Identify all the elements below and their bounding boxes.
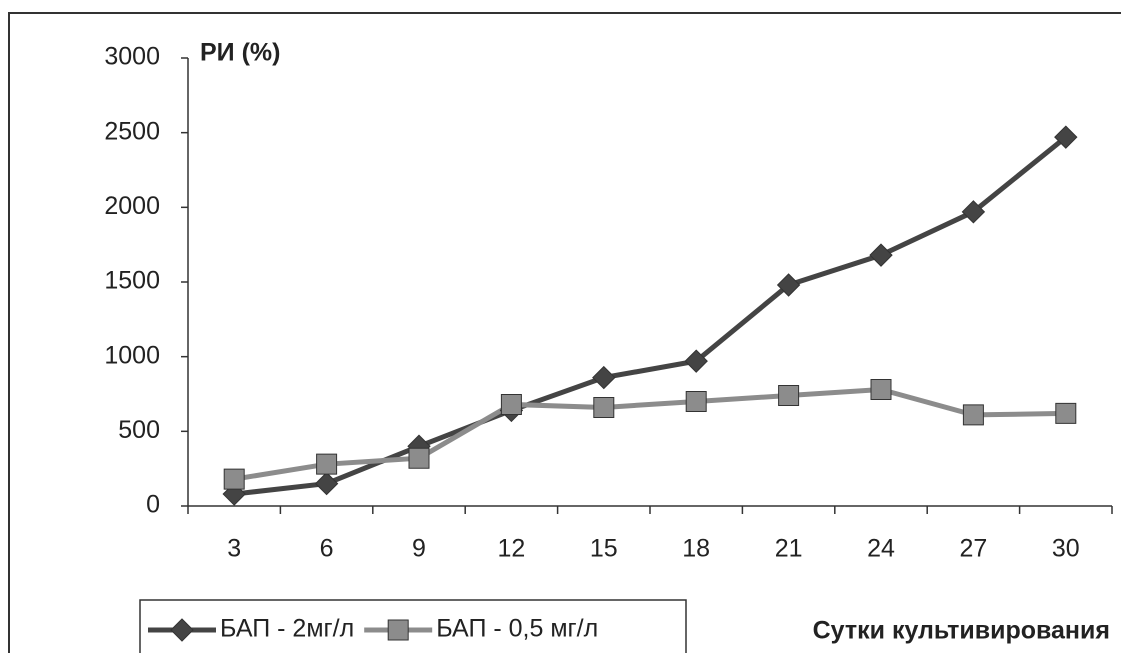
legend-marker xyxy=(387,619,409,641)
y-axis-title: РИ (%) xyxy=(200,39,280,67)
x-tick-label: 30 xyxy=(1052,535,1080,563)
data-point xyxy=(593,396,615,418)
y-tick-label: 2000 xyxy=(104,192,160,220)
x-tick-label: 27 xyxy=(959,535,987,563)
data-point xyxy=(776,273,801,297)
y-tick-label: 3000 xyxy=(104,43,160,71)
y-tick-label: 2500 xyxy=(104,117,160,145)
x-tick-label: 24 xyxy=(867,535,895,563)
legend-marker xyxy=(170,618,194,642)
data-point xyxy=(778,384,800,406)
data-point xyxy=(869,243,893,267)
data-point xyxy=(408,447,430,469)
x-tick-label: 3 xyxy=(227,535,241,563)
legend-box xyxy=(139,599,687,653)
legend-label: БАП - 2мг/л xyxy=(220,615,354,643)
y-tick-label: 500 xyxy=(118,416,160,444)
data-point xyxy=(962,404,984,426)
x-tick-label: 12 xyxy=(497,535,525,563)
data-point xyxy=(316,453,338,475)
data-point xyxy=(685,390,707,412)
x-tick-label: 15 xyxy=(590,535,618,563)
series-line xyxy=(233,135,1068,497)
data-point xyxy=(684,349,708,373)
x-tick-label: 9 xyxy=(412,535,426,563)
legend-label: БАП - 0,5 мг/л xyxy=(436,615,598,643)
x-axis-title: Сутки культивирования xyxy=(813,617,1110,645)
x-tick-label: 6 xyxy=(320,535,334,563)
data-point xyxy=(1054,125,1078,149)
data-point xyxy=(961,200,986,224)
data-point xyxy=(223,468,245,490)
data-point xyxy=(314,471,339,496)
data-point xyxy=(592,365,616,390)
series-line xyxy=(233,386,1066,482)
x-tick-label: 18 xyxy=(682,535,710,563)
data-point xyxy=(500,393,522,415)
data-point xyxy=(1055,402,1077,424)
x-tick-label: 21 xyxy=(775,535,803,563)
y-tick-label: 0 xyxy=(146,491,160,519)
data-point xyxy=(870,379,892,401)
chart-frame xyxy=(8,12,1121,653)
y-tick-label: 1500 xyxy=(104,267,160,295)
y-tick-label: 1000 xyxy=(104,341,160,369)
